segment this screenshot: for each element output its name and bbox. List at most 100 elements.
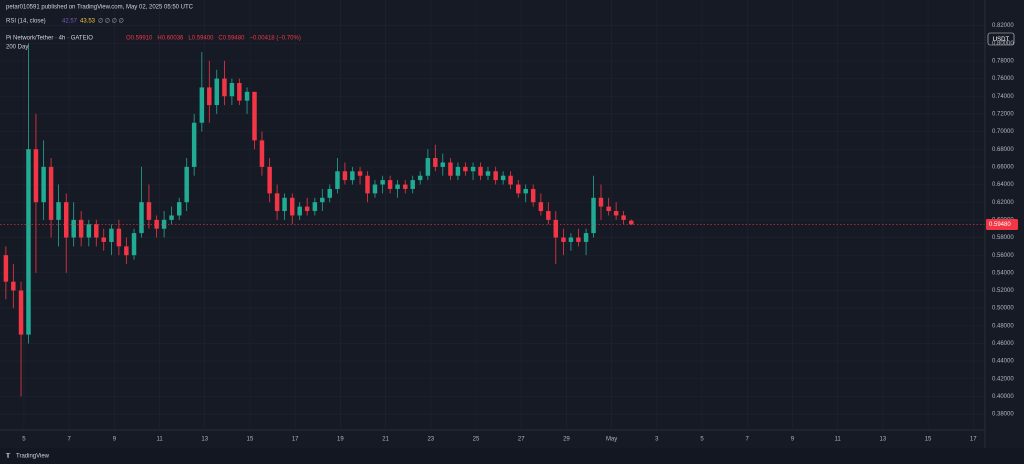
candle-body — [282, 197, 287, 212]
y-tick-label: 0.76000 — [992, 76, 1014, 82]
y-tick-label: 0.74000 — [992, 94, 1014, 100]
candle-body — [538, 202, 544, 212]
candle-body — [485, 171, 491, 176]
candle-body — [568, 237, 574, 242]
currency-box — [987, 32, 1015, 46]
x-tick-label: May — [606, 437, 617, 443]
candle-body — [350, 171, 355, 181]
candle-body — [403, 184, 408, 189]
candle-body — [598, 197, 604, 207]
candle-body — [154, 219, 159, 229]
candle-body — [86, 224, 92, 238]
x-tick-label: 27 — [518, 437, 525, 443]
candle-body — [335, 171, 340, 189]
candle-body — [320, 197, 325, 203]
x-tick-label: 25 — [473, 437, 480, 443]
candle-body — [184, 166, 189, 203]
candle-body — [500, 175, 506, 181]
candle-body — [546, 211, 551, 220]
last-price-tag — [986, 218, 1018, 230]
x-tick-label: 11 — [835, 437, 842, 443]
y-tick-label: 0.64000 — [992, 182, 1014, 188]
x-tick-label: 19 — [337, 437, 344, 443]
candle-body — [365, 175, 370, 194]
rsi-value: 43.53 — [80, 19, 96, 25]
candle-body — [161, 219, 167, 229]
candle-body — [448, 162, 453, 176]
candle-body — [606, 206, 611, 212]
x-tick-label: 11 — [156, 437, 163, 443]
publisher: petar010591 published on TradingView.com… — [6, 5, 194, 11]
candle-body — [252, 91, 257, 141]
y-tick-label: 0.78000 — [992, 59, 1014, 65]
candle-body — [214, 78, 219, 106]
brand: TradingView — [16, 454, 50, 460]
indicator: 200 Day — [6, 45, 28, 51]
candle-body — [440, 162, 446, 167]
candle-body — [417, 175, 423, 181]
candle-body — [553, 219, 559, 238]
candle-body — [304, 206, 310, 212]
candle-body — [109, 228, 114, 242]
x-tick-label: 17 — [292, 437, 299, 443]
candle-body — [11, 281, 16, 291]
y-tick-label: 0.48000 — [992, 323, 1014, 329]
candle-body — [41, 166, 46, 203]
candle-body — [26, 149, 31, 335]
x-tick-label: 17 — [970, 437, 977, 443]
currency: USDT — [993, 37, 1010, 43]
candle-body — [48, 166, 54, 220]
rsi-extra: ∅ ∅ ∅ ∅ — [98, 18, 124, 25]
candle-body — [63, 202, 69, 238]
candle-body — [327, 188, 333, 198]
y-tick-label: 0.62000 — [992, 200, 1014, 206]
rsi-name: RSI (14, close) — [6, 19, 46, 25]
candle-body — [433, 158, 438, 167]
plot-area — [0, 0, 985, 430]
candle-body — [591, 197, 596, 234]
y-tick-label: 0.82000 — [992, 23, 1014, 29]
y-tick-label: 0.70000 — [992, 129, 1014, 135]
ohlc-value: O0.59910 — [126, 36, 153, 42]
x-tick-label: 13 — [879, 437, 886, 443]
candle-body — [101, 237, 106, 242]
y-tick-label: 0.80000 — [992, 41, 1014, 47]
rsi-value: 42.57 — [62, 19, 78, 25]
x-tick-label: 29 — [563, 437, 570, 443]
candle-body — [3, 255, 9, 282]
candle-body — [222, 78, 227, 97]
candle-body — [290, 197, 295, 216]
x-tick-label: 13 — [201, 437, 208, 443]
y-tick-label: 0.56000 — [992, 253, 1014, 259]
candle-body — [463, 166, 468, 172]
y-tick-label: 0.38000 — [992, 412, 1014, 418]
ohlc-value: H0.60036 — [157, 36, 184, 42]
candle-body — [207, 87, 212, 106]
ohlc-value: C0.59480 — [218, 36, 245, 42]
candle-body — [139, 202, 144, 234]
last-price-label: 0.59480 — [989, 222, 1011, 228]
candle-body — [387, 180, 393, 189]
candle-body — [410, 180, 415, 189]
candle-body — [629, 220, 634, 225]
x-tick-label: 15 — [247, 437, 254, 443]
candle-body — [237, 82, 242, 101]
symbol: Pi Network/Tether · 4h · GATEIO — [6, 36, 93, 42]
candle-body — [33, 149, 39, 203]
x-tick-label: 3 — [655, 437, 659, 443]
candle-body — [199, 87, 205, 123]
x-tick-label: 9 — [113, 437, 117, 443]
candle-body — [18, 290, 24, 335]
candle-body — [395, 184, 400, 189]
candle-body — [176, 202, 182, 216]
candle-body — [342, 171, 348, 181]
candle-body — [116, 228, 122, 247]
candle-body — [124, 246, 129, 256]
candle-body — [229, 82, 235, 97]
ohlc-value: L0.59400 — [188, 36, 214, 42]
candle-body — [297, 206, 302, 216]
ohlc-value: −0.00418 (−0.70%) — [249, 36, 300, 42]
footer — [0, 448, 1024, 464]
